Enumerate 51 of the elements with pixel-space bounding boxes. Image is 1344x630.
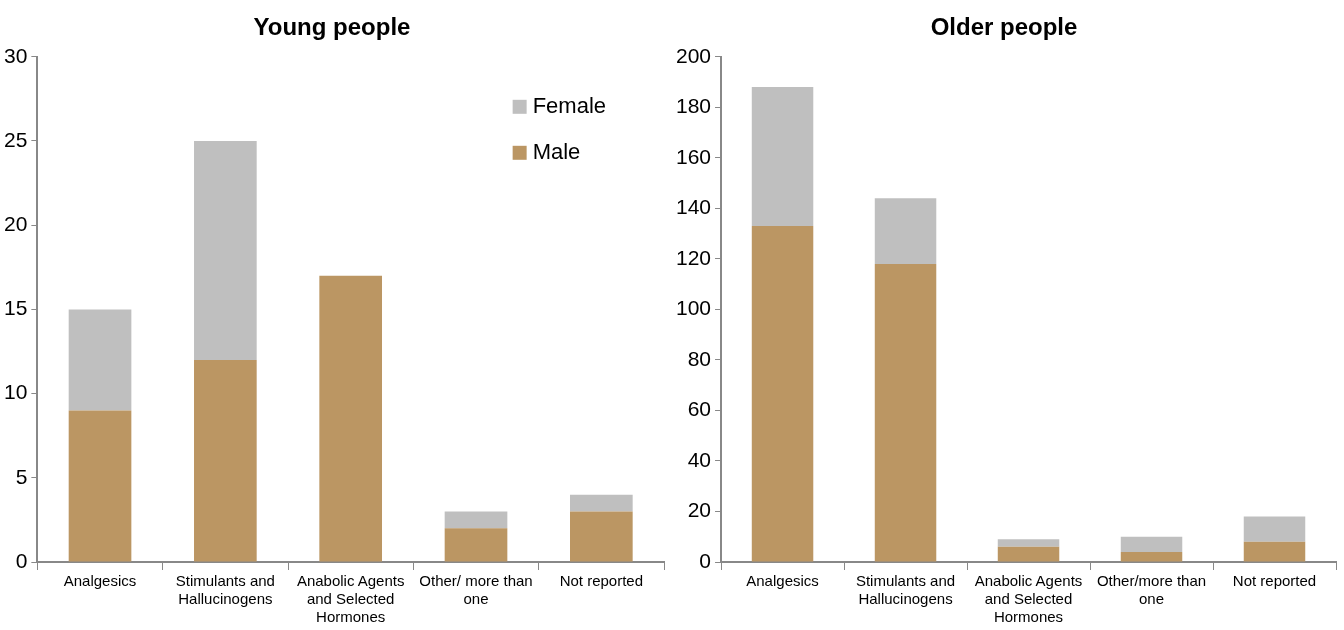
bar (1243, 516, 1306, 542)
x-tick-label: Stimulants and Hallucinogens (855, 572, 956, 608)
chart-title: Older people (930, 13, 1078, 41)
x-tick-label: Not reported (1232, 572, 1317, 590)
y-tick-label: 120 (675, 245, 712, 269)
bar (874, 198, 937, 264)
bar (997, 546, 1060, 562)
y-tick-label: 5 (15, 464, 28, 488)
bar (751, 87, 814, 227)
y-tick-label: 10 (4, 380, 28, 404)
x-tick-label: Not reported (559, 572, 644, 590)
x-tick-label: Analgesics (746, 572, 819, 590)
y-tick-label: 80 (687, 346, 712, 370)
y-tick-label: 0 (699, 548, 712, 572)
y-tick-label: 180 (675, 94, 712, 118)
x-tick-label: Other/ more than one (419, 572, 533, 608)
bar (68, 410, 132, 562)
bar (1120, 551, 1183, 562)
bar (997, 539, 1060, 547)
bar (570, 494, 633, 512)
y-tick-label: 20 (4, 212, 28, 235)
y-tick-label: 15 (4, 296, 28, 320)
x-tick-label: Anabolic Agents and Selected Hormones (296, 572, 405, 626)
y-tick-label: 40 (687, 447, 712, 471)
bar (1243, 541, 1306, 562)
bar (194, 141, 257, 360)
x-tick-label: Analgesics (63, 572, 137, 590)
y-tick-label: 140 (675, 195, 712, 219)
y-tick-label: 30 (4, 43, 28, 67)
bar (68, 309, 132, 411)
y-tick-label: 200 (675, 43, 712, 67)
legend-label: Female (532, 92, 606, 118)
bar (751, 226, 814, 562)
bar (1120, 536, 1183, 552)
bar (194, 359, 257, 562)
y-tick-label: 60 (687, 397, 712, 421)
bar (319, 275, 383, 562)
x-tick-label: Anabolic Agents and Selected Hormones (974, 572, 1083, 626)
y-tick-label: 100 (675, 296, 712, 320)
y-tick-label: 160 (675, 144, 712, 168)
chart-title: Young people (253, 13, 411, 41)
x-tick-label: Stimulants and Hallucinogens (175, 572, 275, 608)
y-tick-label: 25 (4, 127, 28, 151)
bar (444, 528, 508, 562)
y-tick-label: 0 (15, 548, 28, 572)
bar (444, 511, 508, 529)
legend-label: Male (532, 138, 581, 164)
y-tick-label: 20 (687, 498, 712, 522)
x-tick-label: Other/more than one (1096, 572, 1207, 608)
bar (874, 263, 937, 562)
bar (570, 511, 633, 562)
